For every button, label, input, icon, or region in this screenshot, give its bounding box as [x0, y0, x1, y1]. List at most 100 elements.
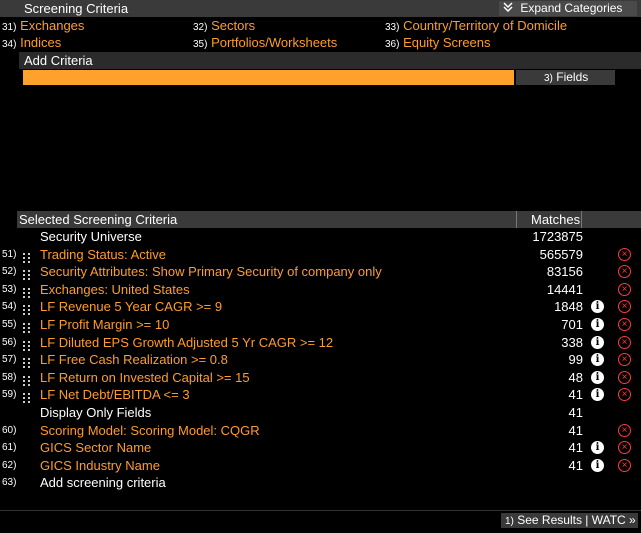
criteria-label[interactable]: Trading Status: Active [40, 246, 166, 262]
results-number: 1) [505, 516, 514, 527]
remove-criteria-icon[interactable]: × [618, 423, 631, 437]
expand-categories-button[interactable]: Expand Categories [499, 1, 637, 16]
criteria-row[interactable]: 53) Exchanges: United States 14441 × [0, 281, 641, 299]
category-link-indices[interactable]: 34) Indices [2, 34, 61, 53]
remove-criteria-icon[interactable]: × [618, 300, 631, 314]
expand-categories-label: Expand Categories [520, 1, 623, 15]
criteria-row[interactable]: 52) Security Attributes: Show Primary Sec… [0, 263, 641, 281]
add-criteria-title: Add Criteria [24, 53, 93, 68]
criteria-row[interactable]: 59) LF Net Debt/EBITDA <= 3 41 i × [0, 386, 641, 404]
category-link-sectors[interactable]: 32) Sectors [193, 17, 255, 36]
drag-handle-icon[interactable] [23, 373, 31, 386]
match-count: 14441 [546, 281, 583, 297]
criteria-label[interactable]: GICS Industry Name [40, 457, 160, 473]
drag-handle-icon[interactable] [23, 250, 31, 263]
match-count: 41 [568, 422, 583, 438]
match-count: 701 [561, 317, 583, 332]
category-number: 35) [193, 39, 208, 50]
info-icon[interactable]: i [591, 318, 604, 331]
info-icon[interactable]: i [591, 353, 604, 367]
criteria-row[interactable]: 62) GICS Industry Name 41 i × [0, 457, 641, 475]
row-number: 62) [2, 459, 17, 471]
info-icon[interactable]: i [591, 300, 604, 314]
criteria-label[interactable]: Exchanges: United States [40, 281, 190, 297]
drag-handle-icon[interactable] [23, 285, 31, 298]
match-count: 99 [568, 352, 583, 368]
drag-handle-icon[interactable] [23, 302, 31, 316]
criteria-search-input[interactable] [23, 70, 514, 85]
remove-criteria-icon[interactable]: × [618, 282, 631, 296]
category-label: Exchanges [20, 18, 85, 33]
remove-criteria-icon[interactable]: × [618, 265, 631, 279]
info-icon[interactable]: i [591, 335, 604, 349]
criteria-row[interactable]: 60) Scoring Model: Scoring Model: CQGR 41 × [0, 422, 641, 440]
category-link-exchanges[interactable]: 31) Exchanges [2, 17, 84, 36]
results-label: See Results | WATC » [517, 513, 636, 527]
drag-handle-icon[interactable] [23, 355, 31, 369]
category-label: Country/Territory of Domicile [403, 18, 568, 33]
info-icon[interactable]: i [591, 388, 604, 402]
criteria-label[interactable]: LF Revenue 5 Year CAGR >= 9 [40, 299, 223, 315]
category-number: 36) [385, 39, 400, 50]
criteria-label[interactable]: Security Attributes: Show Primary Securi… [40, 264, 382, 280]
criteria-row[interactable]: 61) GICS Sector Name 41 i × [0, 439, 641, 457]
see-results-button[interactable]: 1) See Results | WATC » [501, 513, 638, 528]
info-icon[interactable]: i [591, 370, 604, 384]
selected-criteria-title: Selected Screening Criteria [19, 212, 178, 227]
criteria-row[interactable]: 57) LF Free Cash Realization >= 0.8 99 i × [0, 351, 641, 369]
criteria-row[interactable]: 51) Trading Status: Active 565579 × [0, 246, 641, 264]
remove-criteria-icon[interactable]: × [618, 458, 631, 472]
remove-criteria-icon[interactable]: × [618, 441, 631, 455]
category-label: Portfolios/Worksheets [211, 35, 338, 50]
drag-handle-icon[interactable] [23, 267, 31, 281]
criteria-row[interactable]: 54) LF Revenue 5 Year CAGR >= 9 1848 i × [0, 298, 641, 316]
drag-handle-icon[interactable] [23, 390, 31, 404]
criteria-label[interactable]: LF Return on Invested Capital >= 15 [40, 369, 250, 385]
row-number: 61) [2, 442, 17, 454]
criteria-label[interactable]: LF Diluted EPS Growth Adjusted 5 Yr CAGR… [40, 334, 334, 350]
row-number: 51) [2, 248, 17, 260]
remove-criteria-icon[interactable]: × [618, 318, 631, 331]
row-number: 55) [2, 319, 17, 330]
row-number: 53) [2, 283, 17, 295]
match-count: 565579 [539, 246, 583, 262]
criteria-label: Display Only Fields [40, 405, 152, 420]
category-label: Sectors [211, 18, 256, 33]
info-icon[interactable]: i [591, 458, 604, 472]
category-label: Indices [20, 35, 62, 50]
remove-criteria-icon[interactable]: × [618, 247, 631, 261]
drag-handle-icon[interactable] [23, 338, 31, 351]
category-number: 34) [2, 39, 17, 50]
match-count: 41 [568, 387, 583, 403]
fields-button[interactable]: 3) Fields [516, 70, 615, 85]
footer-divider [0, 510, 641, 511]
remove-criteria-icon[interactable]: × [618, 388, 631, 402]
match-count: 41 [568, 440, 583, 456]
category-label: Equity Screens [403, 35, 491, 50]
criteria-label[interactable]: Scoring Model: Scoring Model: CQGR [40, 422, 260, 438]
remove-criteria-icon[interactable]: × [618, 353, 631, 367]
criteria-label[interactable]: GICS Sector Name [40, 440, 152, 456]
info-icon[interactable]: i [591, 441, 604, 455]
category-link-portfolios[interactable]: 35) Portfolios/Worksheets [193, 34, 337, 53]
remove-criteria-icon[interactable]: × [618, 335, 631, 349]
row-number: 52) [2, 266, 17, 278]
fields-number: 3) [544, 73, 553, 84]
remove-criteria-icon[interactable]: × [618, 370, 631, 384]
drag-handle-icon[interactable] [23, 320, 31, 333]
category-link-equity-screens[interactable]: 36) Equity Screens [385, 34, 491, 53]
criteria-label[interactable]: LF Net Debt/EBITDA <= 3 [40, 387, 190, 403]
criteria-label[interactable]: LF Profit Margin >= 10 [40, 317, 170, 332]
criteria-row[interactable]: 56) LF Diluted EPS Growth Adjusted 5 Yr C… [0, 334, 641, 352]
criteria-row[interactable]: 58) LF Return on Invested Capital >= 15 48… [0, 369, 641, 387]
criteria-label[interactable]: LF Free Cash Realization >= 0.8 [40, 352, 228, 368]
row-number: 60) [2, 424, 17, 436]
category-number: 31) [2, 22, 17, 33]
match-count: 1848 [554, 299, 583, 315]
matches-column-header: Matches [516, 211, 582, 228]
category-number: 32) [193, 22, 208, 33]
category-link-country[interactable]: 33) Country/Territory of Domicile [385, 17, 567, 36]
criteria-row[interactable]: 55) LF Profit Margin >= 10 701 i × [0, 316, 641, 334]
selected-criteria-header [17, 211, 641, 228]
criteria-label: Add screening criteria [40, 475, 166, 491]
